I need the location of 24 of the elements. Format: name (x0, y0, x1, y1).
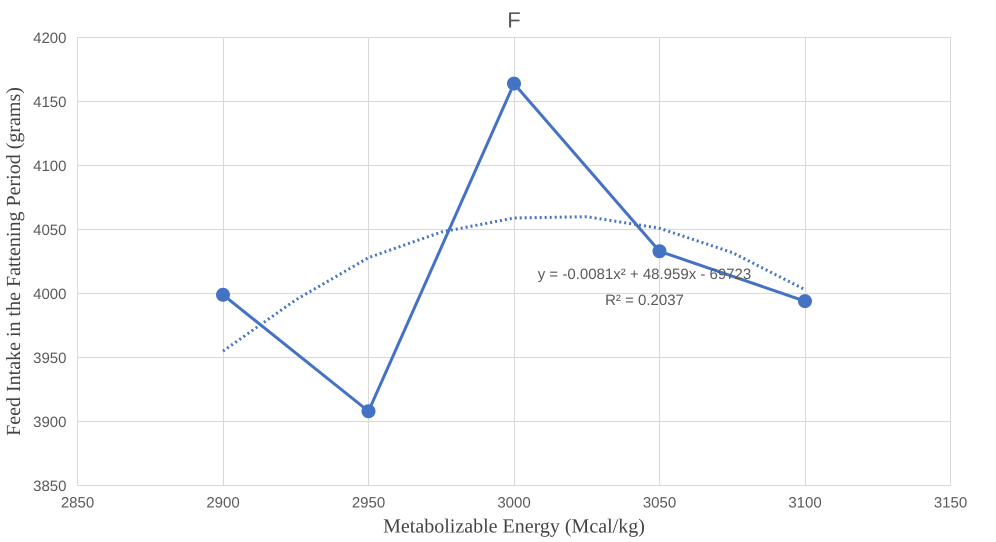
chart-title: F (507, 8, 521, 32)
x-tick-label: 2850 (60, 494, 94, 512)
point (507, 76, 521, 91)
y-tick-label: 3850 (33, 478, 67, 495)
point (798, 294, 812, 308)
y-tick-label: 4150 (33, 94, 67, 111)
x-axis-title: Metabolizable Energy (Mcal/kg) (383, 516, 645, 538)
point (652, 244, 666, 258)
point (362, 404, 376, 418)
y-tick-label: 4000 (33, 286, 67, 303)
y-axis-title: Feed Intake in the Fattening Period (grams) (3, 87, 26, 436)
point (216, 288, 230, 302)
x-tick-label: 3050 (642, 494, 676, 512)
x-tick-label: 3150 (934, 494, 968, 512)
annotation: R² = 0.2037 (605, 292, 684, 309)
y-tick-label: 3900 (33, 414, 67, 431)
x-tick-label: 3000 (497, 494, 531, 512)
x-tick-label: 3100 (788, 494, 822, 512)
y-tick-label: 4100 (33, 158, 67, 175)
y-tick-label: 3950 (33, 350, 67, 367)
y-tick-label: 4200 (33, 30, 67, 47)
x-tick-label: 2950 (352, 494, 386, 512)
y-tick-label: 4050 (33, 222, 67, 239)
x-tick-label: 2900 (206, 494, 240, 512)
